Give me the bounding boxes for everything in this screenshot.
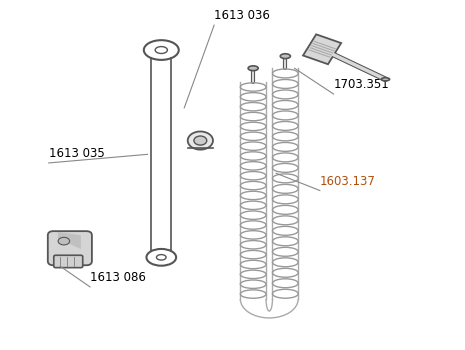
Text: 1613 086: 1613 086 (90, 271, 146, 284)
Text: 1603.137: 1603.137 (320, 175, 376, 188)
FancyBboxPatch shape (54, 255, 83, 268)
Ellipse shape (280, 54, 290, 58)
Polygon shape (303, 34, 341, 64)
Text: 1703.351: 1703.351 (333, 78, 389, 91)
Ellipse shape (58, 237, 70, 245)
Ellipse shape (188, 132, 213, 150)
Polygon shape (58, 232, 81, 249)
Text: 1613 036: 1613 036 (214, 9, 270, 22)
FancyBboxPatch shape (48, 231, 92, 265)
Text: 1613 035: 1613 035 (49, 147, 105, 160)
Ellipse shape (381, 78, 390, 81)
Ellipse shape (248, 66, 258, 71)
Ellipse shape (194, 136, 207, 145)
